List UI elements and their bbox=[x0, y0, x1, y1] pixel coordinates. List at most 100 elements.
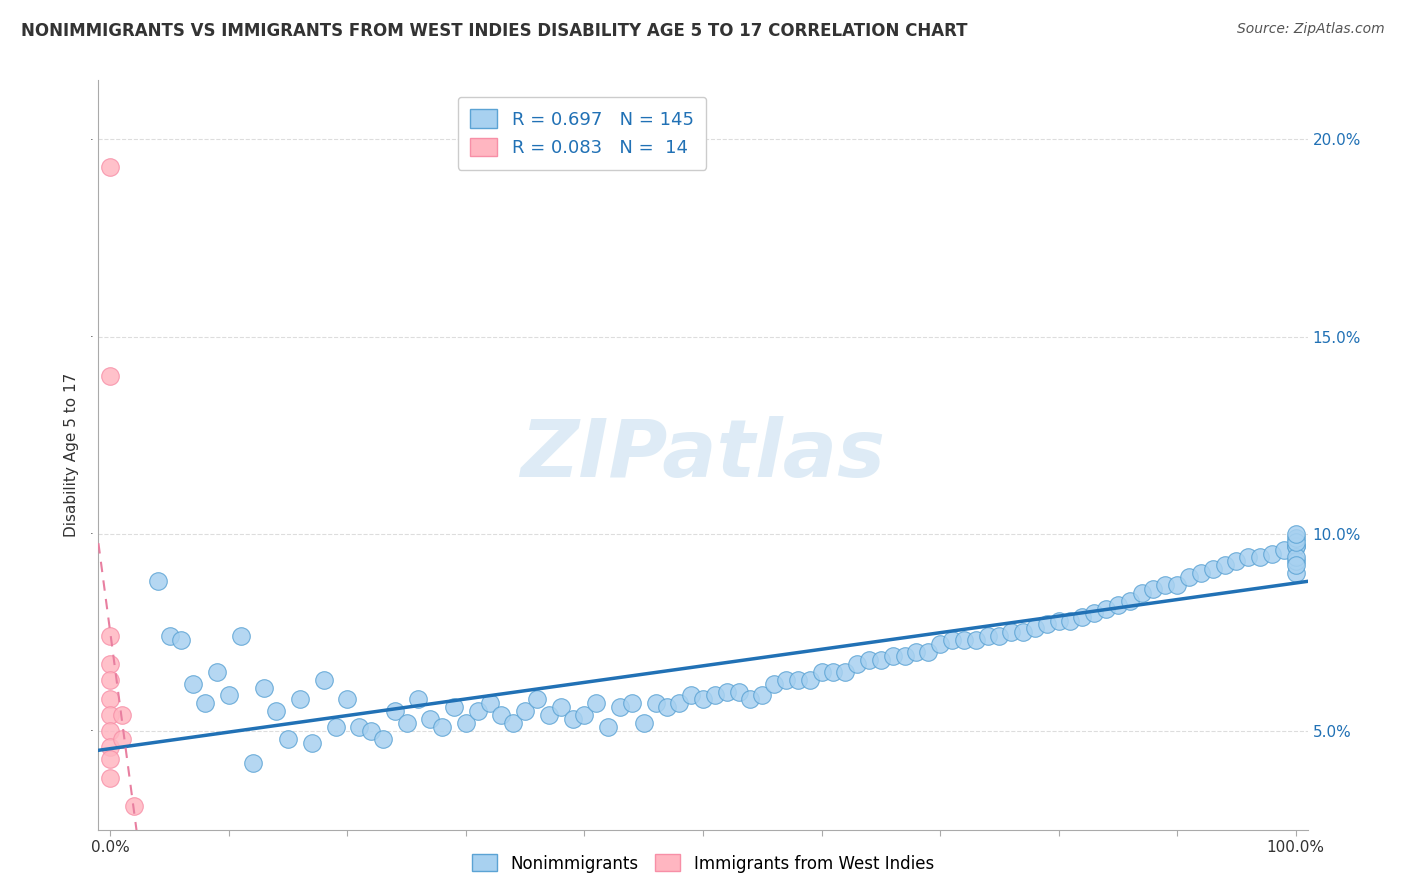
Point bbox=[858, 653, 880, 667]
Point bbox=[727, 684, 749, 698]
Point bbox=[598, 720, 620, 734]
Point bbox=[371, 731, 394, 746]
Point bbox=[526, 692, 548, 706]
Point bbox=[408, 692, 430, 706]
Point bbox=[467, 704, 489, 718]
Point bbox=[205, 665, 228, 679]
Point bbox=[952, 633, 974, 648]
Point bbox=[751, 689, 773, 703]
Point bbox=[301, 736, 323, 750]
Point bbox=[98, 692, 121, 706]
Point bbox=[965, 633, 987, 648]
Point bbox=[1237, 550, 1260, 565]
Point bbox=[668, 697, 690, 711]
Point bbox=[1285, 531, 1308, 545]
Point bbox=[98, 772, 121, 786]
Point bbox=[111, 731, 134, 746]
Legend: R = 0.697   N = 145, R = 0.083   N =  14: R = 0.697 N = 145, R = 0.083 N = 14 bbox=[458, 97, 706, 169]
Text: ZIPatlas: ZIPatlas bbox=[520, 416, 886, 494]
Point bbox=[633, 716, 655, 731]
Point bbox=[657, 700, 679, 714]
Point bbox=[170, 633, 193, 648]
Point bbox=[347, 720, 370, 734]
Point bbox=[1202, 562, 1225, 576]
Point bbox=[502, 716, 524, 731]
Point bbox=[432, 720, 454, 734]
Point bbox=[574, 708, 596, 723]
Point bbox=[1178, 570, 1201, 584]
Point bbox=[1213, 558, 1236, 573]
Point bbox=[834, 665, 856, 679]
Point bbox=[917, 645, 939, 659]
Point bbox=[515, 704, 537, 718]
Point bbox=[277, 731, 299, 746]
Point bbox=[799, 673, 821, 687]
Point bbox=[194, 697, 217, 711]
Text: Source: ZipAtlas.com: Source: ZipAtlas.com bbox=[1237, 22, 1385, 37]
Point bbox=[905, 645, 928, 659]
Point bbox=[1095, 601, 1118, 615]
Point bbox=[561, 712, 583, 726]
Point bbox=[1285, 534, 1308, 549]
Point bbox=[98, 708, 121, 723]
Point bbox=[1012, 625, 1035, 640]
Point bbox=[810, 665, 832, 679]
Point bbox=[159, 629, 181, 643]
Point bbox=[1285, 566, 1308, 581]
Point bbox=[478, 697, 501, 711]
Y-axis label: Disability Age 5 to 17: Disability Age 5 to 17 bbox=[65, 373, 79, 537]
Point bbox=[98, 629, 121, 643]
Point bbox=[893, 648, 915, 663]
Point bbox=[1059, 614, 1081, 628]
Point bbox=[454, 716, 477, 731]
Point bbox=[550, 700, 572, 714]
Point bbox=[703, 689, 725, 703]
Point bbox=[111, 708, 134, 723]
Point bbox=[1249, 550, 1271, 565]
Point bbox=[146, 574, 169, 588]
Point bbox=[763, 676, 786, 690]
Point bbox=[1285, 550, 1308, 565]
Point bbox=[1107, 598, 1129, 612]
Point bbox=[98, 369, 121, 384]
Point bbox=[692, 692, 714, 706]
Point bbox=[264, 704, 287, 718]
Point bbox=[229, 629, 252, 643]
Point bbox=[1285, 526, 1308, 541]
Point bbox=[1083, 606, 1105, 620]
Point bbox=[288, 692, 311, 706]
Point bbox=[976, 629, 998, 643]
Point bbox=[1189, 566, 1212, 581]
Point bbox=[98, 673, 121, 687]
Point bbox=[537, 708, 560, 723]
Point bbox=[122, 798, 145, 813]
Point bbox=[360, 723, 382, 738]
Point bbox=[98, 160, 121, 174]
Point bbox=[1261, 547, 1284, 561]
Point bbox=[491, 708, 513, 723]
Point bbox=[98, 751, 121, 765]
Point bbox=[869, 653, 891, 667]
Point bbox=[1285, 539, 1308, 553]
Point bbox=[1285, 539, 1308, 553]
Point bbox=[98, 739, 121, 754]
Point bbox=[823, 665, 845, 679]
Point bbox=[609, 700, 631, 714]
Point bbox=[242, 756, 264, 770]
Point bbox=[1166, 578, 1188, 592]
Point bbox=[882, 648, 904, 663]
Point bbox=[681, 689, 703, 703]
Point bbox=[846, 657, 869, 671]
Point bbox=[1272, 542, 1295, 557]
Point bbox=[1071, 609, 1094, 624]
Point bbox=[98, 723, 121, 738]
Point bbox=[1119, 594, 1142, 608]
Point bbox=[1285, 554, 1308, 568]
Point bbox=[325, 720, 347, 734]
Point bbox=[253, 681, 276, 695]
Point bbox=[644, 697, 666, 711]
Point bbox=[98, 657, 121, 671]
Point bbox=[585, 697, 607, 711]
Point bbox=[1154, 578, 1177, 592]
Point bbox=[336, 692, 359, 706]
